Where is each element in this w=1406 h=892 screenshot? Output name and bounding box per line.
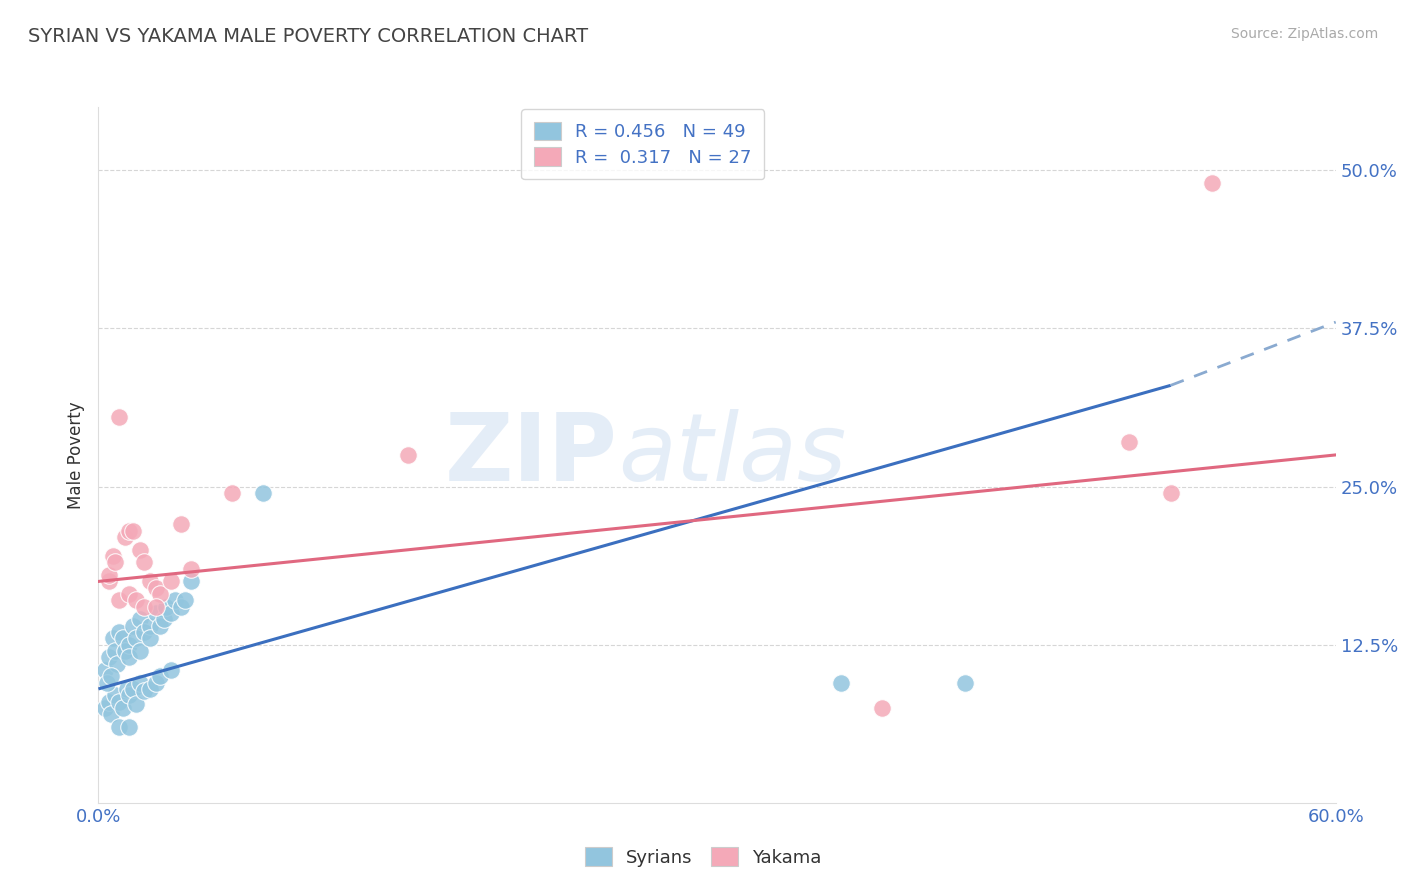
Point <box>159 663 181 677</box>
Text: ZIP: ZIP <box>446 409 619 501</box>
Point <box>118 720 141 734</box>
Point <box>139 632 162 646</box>
Point <box>97 650 120 665</box>
Point <box>145 675 167 690</box>
Point <box>104 688 127 702</box>
Point <box>132 684 155 698</box>
Point <box>139 681 162 696</box>
Point <box>170 599 193 614</box>
Point <box>163 593 186 607</box>
Point <box>114 644 136 658</box>
Point <box>128 675 150 690</box>
Point <box>132 625 155 640</box>
Point <box>118 650 141 665</box>
Point <box>122 681 145 696</box>
Point <box>97 568 120 582</box>
Text: SYRIAN VS YAKAMA MALE POVERTY CORRELATION CHART: SYRIAN VS YAKAMA MALE POVERTY CORRELATIO… <box>28 27 588 45</box>
Point <box>122 618 145 632</box>
Point <box>221 486 243 500</box>
Point <box>149 669 172 683</box>
Point <box>159 574 181 589</box>
Point <box>101 632 124 646</box>
Point <box>159 606 181 620</box>
Point <box>174 593 197 607</box>
Point <box>97 695 120 709</box>
Point <box>145 599 167 614</box>
Point <box>124 593 146 607</box>
Point <box>122 524 145 538</box>
Point <box>128 542 150 557</box>
Point <box>118 587 141 601</box>
Point <box>149 587 172 601</box>
Point <box>93 701 115 715</box>
Legend: R = 0.456   N = 49, R =  0.317   N = 27: R = 0.456 N = 49, R = 0.317 N = 27 <box>522 109 765 179</box>
Point <box>830 675 852 690</box>
Point <box>108 720 131 734</box>
Point <box>100 669 122 683</box>
Point <box>155 599 177 614</box>
Point <box>118 688 141 702</box>
Point <box>114 530 136 544</box>
Point <box>180 574 202 589</box>
Point <box>118 524 141 538</box>
Point <box>105 657 128 671</box>
Point <box>180 562 202 576</box>
Text: atlas: atlas <box>619 409 846 500</box>
Point <box>170 517 193 532</box>
Point <box>108 625 131 640</box>
Point <box>139 618 162 632</box>
Point <box>128 644 150 658</box>
Point <box>252 486 274 500</box>
Point <box>97 574 120 589</box>
Point <box>104 644 127 658</box>
Point <box>953 675 976 690</box>
Point <box>145 606 167 620</box>
Point <box>870 701 893 715</box>
Point <box>100 707 122 722</box>
Point <box>117 681 139 696</box>
Point <box>96 675 118 690</box>
Point <box>93 663 115 677</box>
Point <box>139 574 162 589</box>
Point <box>396 448 419 462</box>
Point <box>108 409 131 424</box>
Point <box>153 612 176 626</box>
Point <box>124 632 146 646</box>
Point <box>132 599 155 614</box>
Point <box>128 612 150 626</box>
Point <box>149 618 172 632</box>
Point <box>112 632 135 646</box>
Point <box>108 695 131 709</box>
Point <box>101 549 124 563</box>
Point <box>1201 176 1223 190</box>
Point <box>118 638 141 652</box>
Legend: Syrians, Yakama: Syrians, Yakama <box>578 840 828 874</box>
Point <box>108 593 131 607</box>
Point <box>124 697 146 711</box>
Y-axis label: Male Poverty: Male Poverty <box>67 401 86 508</box>
Point <box>104 556 127 570</box>
Point <box>145 581 167 595</box>
Point <box>1118 435 1140 450</box>
Text: Source: ZipAtlas.com: Source: ZipAtlas.com <box>1230 27 1378 41</box>
Point <box>1160 486 1182 500</box>
Point <box>132 556 155 570</box>
Point <box>112 701 135 715</box>
